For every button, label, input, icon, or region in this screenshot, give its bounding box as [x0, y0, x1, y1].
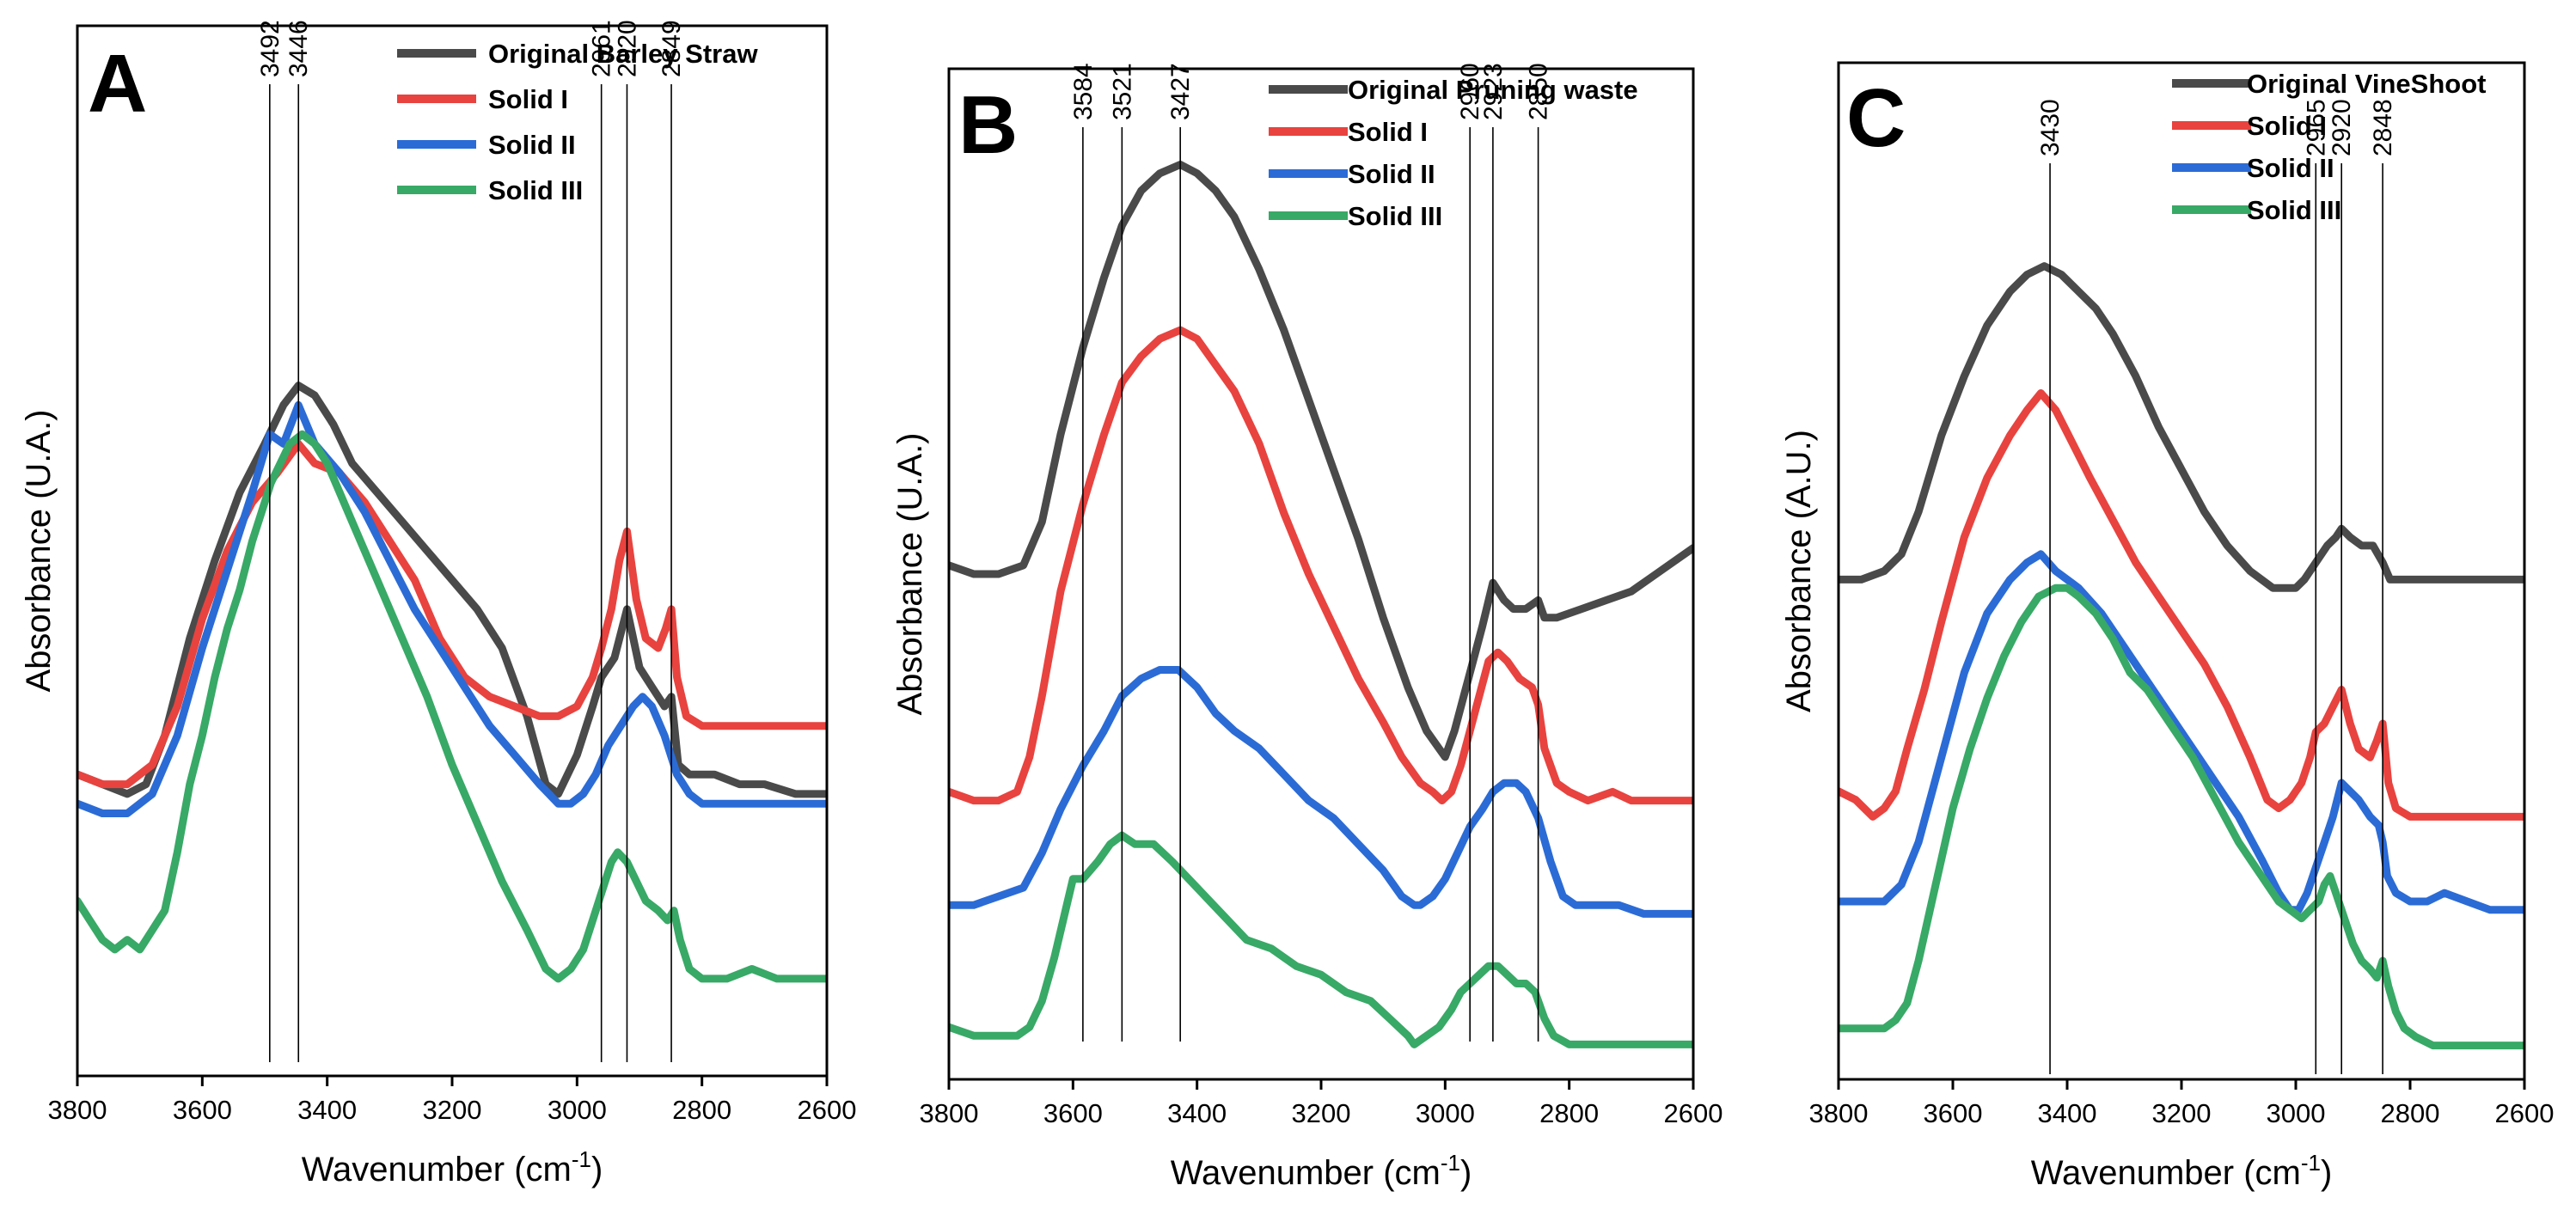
series-line-solid-iii	[1839, 584, 2524, 1050]
peak-label-2849: 2849	[658, 20, 686, 77]
series-line-solid-iii	[77, 430, 827, 983]
x-tick-label: 3200	[1292, 1098, 1351, 1128]
peak-label-2923: 2923	[1479, 63, 1508, 120]
peak-label-3446: 3446	[285, 20, 313, 77]
x-tick-label: 3400	[2038, 1098, 2097, 1128]
series-line-solid-ii	[1839, 550, 2524, 914]
x-tick-label: 2600	[1664, 1098, 1723, 1128]
legend-entry-solid-i: Solid I	[488, 84, 568, 114]
x-tick-label: 3000	[2267, 1098, 2326, 1128]
x-tick-label: 3800	[920, 1098, 979, 1128]
y-axis-label: Absorbance (U.A.)	[891, 432, 929, 715]
x-axis-label: Wavenumber (cm-1)	[1171, 1150, 1472, 1192]
x-tick-label: 3000	[548, 1095, 607, 1125]
legend-entry-original: Original VineShoot	[2247, 69, 2486, 99]
x-tick-label: 3400	[1167, 1098, 1227, 1128]
legend: Original Pruning waste Solid I Solid II Sol…	[1269, 75, 1638, 231]
series-line-original	[949, 161, 1693, 761]
x-tick-label: 3400	[297, 1095, 357, 1125]
x-axis-label: Wavenumber (cm-1)	[302, 1146, 603, 1188]
legend-entry-original: Original Barley Straw	[488, 39, 758, 69]
panel-label: A	[88, 38, 147, 130]
peak-label-3430: 3430	[2036, 99, 2065, 156]
x-tick-label: 3000	[1416, 1098, 1475, 1128]
x-tick-label: 2800	[1539, 1098, 1599, 1128]
plot-frame	[1837, 61, 2526, 1081]
x-tick-label: 3200	[423, 1095, 482, 1125]
peak-label-2961: 2961	[588, 20, 616, 77]
x-tick-label: 2800	[672, 1095, 731, 1125]
x-tick-label: 3600	[1043, 1098, 1103, 1128]
series-line-solid-i	[1839, 389, 2524, 821]
legend-entry-solid-ii: Solid II	[1348, 159, 1435, 189]
peak-label-2920: 2920	[613, 20, 641, 77]
peak-label-3584: 3584	[1069, 63, 1098, 120]
legend: Original Barley Straw Solid I Solid II Soli…	[397, 39, 758, 205]
peak-label-2920: 2920	[2328, 99, 2356, 156]
x-tick-label: 2600	[798, 1095, 857, 1125]
x-tick-label: 3800	[1809, 1098, 1869, 1128]
x-tick-label: 2800	[2381, 1098, 2440, 1128]
x-tick-label: 3800	[48, 1095, 107, 1125]
panel-label: C	[1846, 72, 1906, 164]
legend-entry-solid-i: Solid I	[1348, 117, 1428, 147]
legend-entry-solid-iii: Solid III	[2247, 195, 2341, 225]
peak-label-2848: 2848	[2369, 99, 2397, 156]
peak-label-2960: 2960	[1456, 63, 1484, 120]
x-axis-label: Wavenumber (cm-1)	[2031, 1150, 2333, 1192]
legend-entry-solid-iii: Solid III	[488, 175, 583, 205]
peak-label-3492: 3492	[256, 20, 285, 77]
x-tick-label: 2600	[2495, 1098, 2555, 1128]
series-line-solid-iii	[949, 831, 1693, 1048]
peak-label-2850: 2850	[1525, 63, 1553, 120]
plot-frame	[76, 24, 829, 1078]
peak-label-2965: 2965	[2302, 99, 2330, 156]
series-line-original	[1839, 262, 2524, 592]
panel-label: B	[958, 79, 1018, 171]
legend-entry-original: Original Pruning waste	[1348, 75, 1638, 105]
series-line-solid-ii	[949, 666, 1693, 918]
peak-label-3521: 3521	[1108, 63, 1136, 120]
x-tick-label: 3200	[2152, 1098, 2212, 1128]
peak-label-3427: 3427	[1166, 63, 1195, 120]
legend-entry-solid-ii: Solid II	[2247, 153, 2334, 183]
y-axis-label: Absorbance (A.U.)	[1780, 430, 1818, 712]
x-tick-label: 3600	[173, 1095, 232, 1125]
legend-entry-solid-iii: Solid III	[1348, 201, 1442, 231]
series-line-solid-i	[77, 440, 827, 789]
legend-entry-solid-i: Solid I	[2247, 111, 2327, 141]
x-tick-label: 3600	[1924, 1098, 1983, 1128]
series-line-original	[77, 382, 827, 798]
y-axis-label: Absorbance (U.A.)	[20, 409, 58, 692]
legend-entry-solid-ii: Solid II	[488, 130, 576, 160]
legend: Original VineShoot Solid I Solid II Solid I…	[2172, 69, 2486, 225]
series-line-solid-i	[949, 326, 1693, 805]
series-line-solid-ii	[77, 400, 827, 817]
